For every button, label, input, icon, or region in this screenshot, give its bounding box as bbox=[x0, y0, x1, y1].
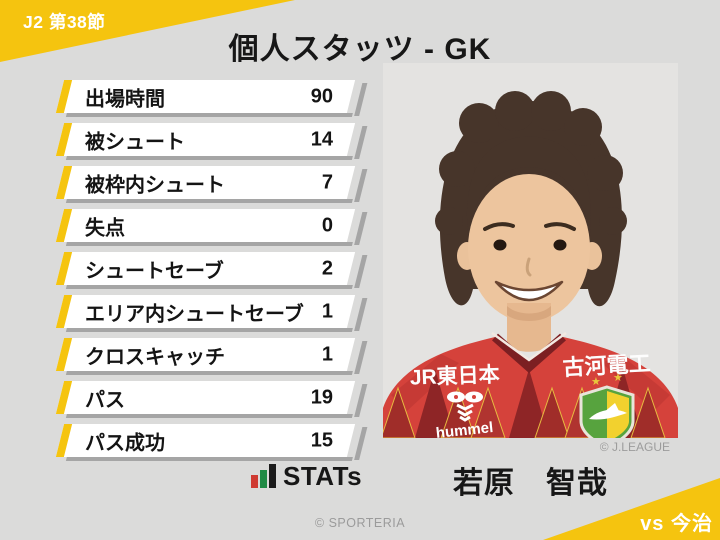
stat-value: 14 bbox=[310, 128, 333, 150]
eyebrow bbox=[544, 222, 576, 231]
svg-text:★: ★ bbox=[591, 375, 601, 388]
stat-row: 被シュート 14 bbox=[55, 123, 356, 156]
shoulder-panel bbox=[391, 354, 459, 411]
fringe bbox=[466, 136, 592, 238]
stat-value: 7 bbox=[321, 171, 333, 193]
stat-row: 出場時間 90 bbox=[55, 80, 356, 113]
stat-value: 1 bbox=[321, 343, 333, 365]
stat-row: シュートセーブ 2 bbox=[55, 252, 356, 285]
jersey-brand-label: hummel bbox=[435, 419, 494, 438]
stat-label: エリア内シュートセーブ bbox=[85, 303, 304, 325]
stat-label: パス bbox=[85, 389, 125, 411]
collar bbox=[492, 333, 566, 374]
opponent-label: vs 今治 bbox=[640, 513, 713, 535]
stat-label: 被枠内シュート bbox=[85, 174, 225, 196]
sporteria-credit: © SPORTERIA bbox=[314, 516, 406, 530]
neck bbox=[507, 303, 551, 352]
player-name: 若原 智哉 bbox=[453, 467, 608, 500]
stat-label: シュートセーブ bbox=[85, 260, 224, 282]
stat-label: 被シュート bbox=[85, 131, 185, 153]
stat-value: 19 bbox=[310, 386, 333, 408]
nose bbox=[525, 257, 532, 277]
stat-row: パス 19 bbox=[55, 381, 356, 414]
stat-row: パス成功 15 bbox=[55, 424, 356, 457]
stat-row: エリア内シュートセーブ 1 bbox=[55, 295, 356, 328]
stats-brand-label: STATs bbox=[283, 461, 363, 491]
hummel-logo bbox=[447, 391, 483, 422]
stat-value: 0 bbox=[321, 214, 333, 236]
player-photo: JR東日本 古河電工 hummel ★ ★ bbox=[383, 63, 678, 438]
page-title: 個人スタッツ - GK bbox=[228, 33, 492, 66]
stats-brand: STATs bbox=[251, 461, 363, 491]
collar-trim bbox=[491, 331, 567, 362]
player-portrait-illustration: JR東日本 古河電工 hummel ★ ★ bbox=[383, 63, 678, 438]
stat-value: 15 bbox=[310, 429, 333, 451]
eye bbox=[553, 239, 567, 251]
stat-value: 90 bbox=[310, 85, 333, 107]
smile bbox=[494, 280, 564, 302]
matchday-label: J2 第38節 bbox=[23, 12, 106, 32]
stat-row: 失点 0 bbox=[55, 209, 356, 242]
stat-row: クロスキャッチ 1 bbox=[55, 338, 356, 371]
photo-credit: © J.LEAGUE bbox=[599, 440, 670, 454]
neck-shadow bbox=[507, 306, 551, 321]
stat-value: 2 bbox=[321, 257, 333, 279]
shoulder-panel bbox=[602, 354, 670, 411]
eye bbox=[493, 239, 507, 251]
jersey-sponsor-left: JR東日本 bbox=[409, 363, 500, 389]
club-crest-icon: ★ ★ bbox=[579, 371, 635, 438]
stat-label: 出場時間 bbox=[85, 88, 165, 110]
bar-chart-icon bbox=[251, 464, 276, 488]
eyebrow bbox=[483, 222, 515, 231]
stat-value: 1 bbox=[321, 300, 333, 322]
stat-label: クロスキャッチ bbox=[85, 346, 225, 368]
stat-label: 失点 bbox=[85, 217, 125, 239]
svg-text:★: ★ bbox=[613, 371, 623, 384]
jersey-sponsor-right: 古河電工 bbox=[562, 351, 651, 381]
stat-label: パス成功 bbox=[85, 432, 165, 454]
stat-row: 被枠内シュート 7 bbox=[55, 166, 356, 199]
